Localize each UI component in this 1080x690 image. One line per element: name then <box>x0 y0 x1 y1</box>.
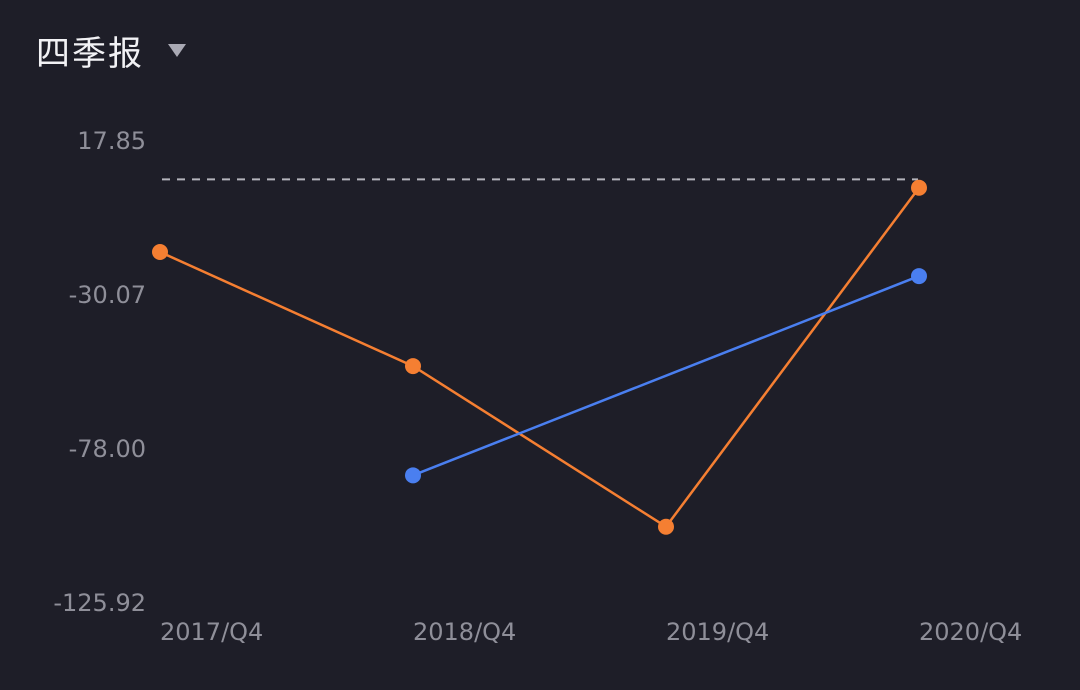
x-tick-label: 2018/Q4 <box>413 618 516 646</box>
data-point[interactable] <box>911 179 927 196</box>
data-point[interactable] <box>152 243 168 260</box>
y-tick-label: 17.85 <box>77 127 146 155</box>
data-point[interactable] <box>658 518 674 535</box>
x-tick-label: 2019/Q4 <box>666 618 769 646</box>
x-tick-label: 2020/Q4 <box>919 618 1022 646</box>
x-tick-label: 2017/Q4 <box>160 618 263 646</box>
series-line-1 <box>159 186 921 529</box>
data-point[interactable] <box>405 358 421 375</box>
triangle-down-icon[interactable] <box>168 43 186 57</box>
period-label: 四季报 <box>36 33 144 74</box>
y-tick-label: -78.00 <box>69 435 146 463</box>
y-tick-label: -125.92 <box>53 589 146 617</box>
data-point[interactable] <box>405 467 421 484</box>
period-selector[interactable]: 四季报 <box>36 26 186 74</box>
data-point[interactable] <box>911 268 927 285</box>
series-line-2 <box>412 274 920 477</box>
y-tick-label: -30.07 <box>69 281 146 309</box>
